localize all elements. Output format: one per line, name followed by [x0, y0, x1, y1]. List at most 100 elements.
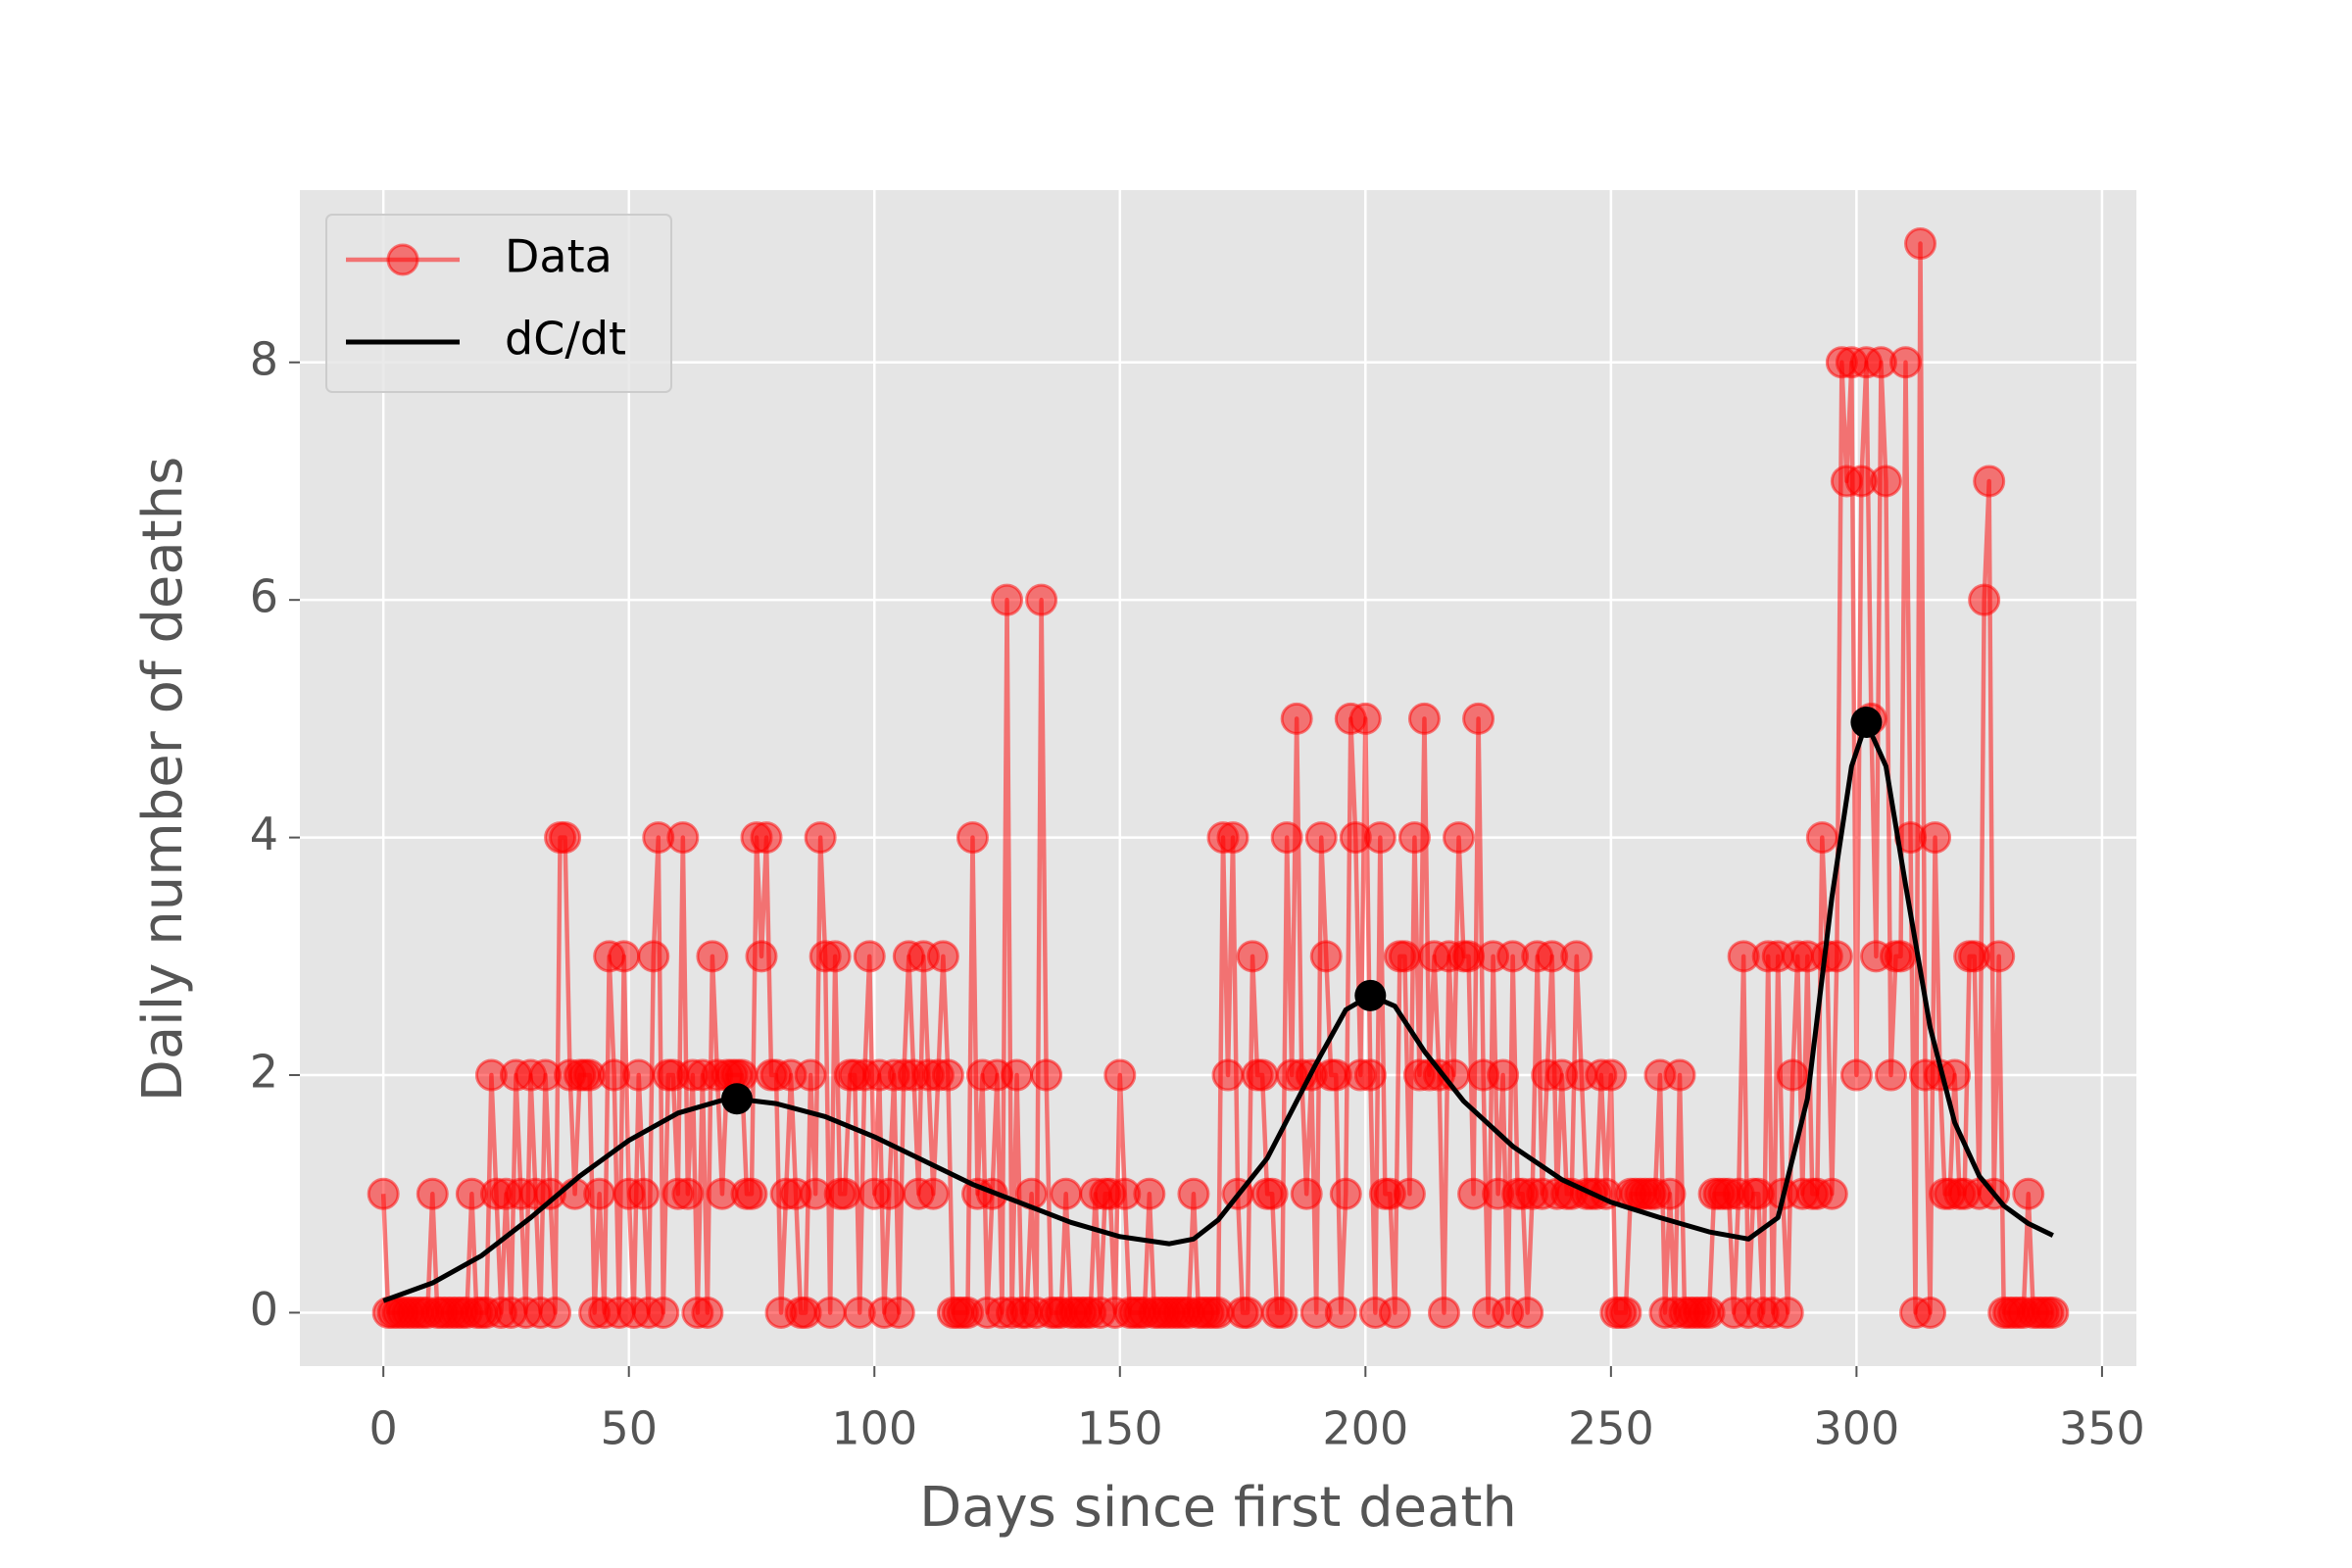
x-tick-label: 50 — [600, 1402, 658, 1455]
data-point — [1353, 1058, 1387, 1092]
y-tick-label: 4 — [250, 808, 278, 860]
x-tick-label: 250 — [1568, 1402, 1654, 1455]
x-axis-label: Days since first death — [919, 1476, 1517, 1540]
data-point — [1255, 1177, 1289, 1210]
legend-label: dC/dt — [505, 313, 626, 366]
peak-point — [720, 1083, 753, 1115]
data-point — [627, 1177, 661, 1210]
legend-box — [325, 214, 672, 393]
data-point — [583, 1177, 616, 1210]
y-tick-label: 0 — [250, 1283, 278, 1336]
data-point — [2036, 1296, 2070, 1329]
data-point — [1025, 583, 1058, 616]
y-tick-label: 6 — [250, 570, 278, 623]
data-point — [1776, 1058, 1809, 1092]
y-tick-label: 2 — [250, 1046, 278, 1099]
data-point — [1348, 702, 1382, 735]
data-point — [1236, 940, 1269, 973]
data-point — [1815, 1177, 1848, 1210]
x-tick-label: 0 — [369, 1402, 398, 1455]
data-point — [1304, 821, 1338, 855]
data-point — [1388, 940, 1421, 973]
data-point — [1919, 821, 1952, 855]
data-point — [882, 1296, 915, 1329]
data-point — [1050, 1177, 1083, 1210]
x-tick-label: 200 — [1322, 1402, 1408, 1455]
peak-point — [1850, 707, 1883, 739]
data-point — [926, 940, 959, 973]
data-point — [1663, 1058, 1696, 1092]
data-point — [1378, 1296, 1411, 1329]
data-point — [1904, 227, 1937, 261]
data-point — [1609, 1296, 1642, 1329]
data-point — [1443, 821, 1476, 855]
data-point — [872, 1177, 906, 1210]
data-point — [2012, 1177, 2045, 1210]
data-point — [991, 583, 1024, 616]
data-point — [367, 1177, 400, 1210]
data-point — [1914, 1296, 1947, 1329]
data-point — [956, 821, 989, 855]
data-point — [1983, 940, 2016, 973]
data-point — [1265, 1296, 1298, 1329]
data-point — [1653, 1177, 1687, 1210]
legend: Data dC/dt — [325, 214, 672, 393]
data-point — [1805, 821, 1838, 855]
data-point — [1874, 1058, 1907, 1092]
ticks: 0 50 100 150 200 250 300 350 0 2 4 6 8 — [250, 332, 2145, 1454]
data-point — [916, 1177, 950, 1210]
data-point — [1968, 583, 2001, 616]
data-point — [1280, 702, 1313, 735]
data-point — [794, 1058, 827, 1092]
data-point — [1001, 1058, 1034, 1092]
data-point — [666, 821, 700, 855]
x-tick-label: 100 — [831, 1402, 917, 1455]
data-point — [1427, 1296, 1460, 1329]
data-point — [804, 821, 837, 855]
data-point — [931, 1058, 964, 1092]
data-point — [1030, 1058, 1063, 1092]
data-point — [1594, 1058, 1628, 1092]
data-point — [696, 940, 729, 973]
data-point — [1103, 1058, 1137, 1092]
data-point — [1771, 1296, 1804, 1329]
data-point — [1973, 465, 2006, 498]
data-point — [549, 821, 582, 855]
data-point — [622, 1058, 656, 1092]
data-point — [1211, 1058, 1245, 1092]
data-point — [735, 1177, 768, 1210]
data-point — [1329, 1177, 1362, 1210]
data-point — [1309, 940, 1343, 973]
data-point — [1246, 1058, 1279, 1092]
legend-marker — [386, 243, 419, 276]
data-point — [1216, 821, 1250, 855]
data-point — [1177, 1177, 1210, 1210]
x-tick-label: 150 — [1077, 1402, 1163, 1455]
data-point — [750, 821, 783, 855]
x-tick-label: 350 — [2059, 1402, 2145, 1455]
y-axis-label: Daily number of deaths — [131, 457, 195, 1102]
data-point — [745, 940, 778, 973]
data-point — [813, 1296, 847, 1329]
data-point — [416, 1177, 449, 1210]
data-point — [539, 1296, 572, 1329]
data-point — [818, 940, 852, 973]
data-point — [1324, 1296, 1357, 1329]
data-point — [1133, 1177, 1166, 1210]
data-point — [1839, 1058, 1873, 1092]
legend-label: Data — [505, 230, 612, 283]
data-point — [1511, 1296, 1544, 1329]
data-point — [1407, 702, 1441, 735]
data-point — [1869, 465, 1902, 498]
data-point — [1363, 821, 1396, 855]
data-point — [1560, 940, 1593, 973]
data-point — [1231, 1296, 1264, 1329]
data-point — [828, 1177, 861, 1210]
data-point — [608, 940, 641, 973]
data-point — [1884, 940, 1917, 973]
data-point — [691, 1296, 724, 1329]
data-point — [1487, 1058, 1520, 1092]
data-point — [853, 940, 886, 973]
data-point — [1462, 702, 1495, 735]
